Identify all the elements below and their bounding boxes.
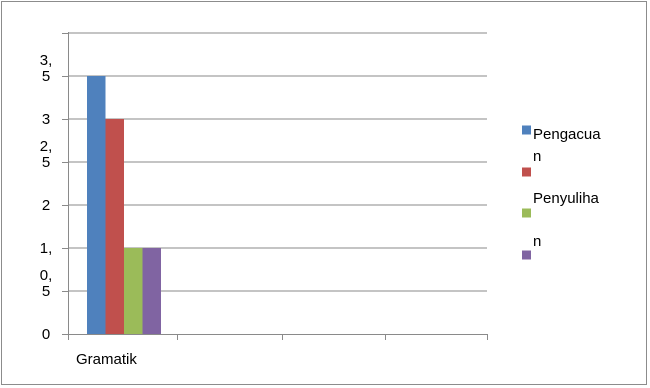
y-tick-labels: 00,51,22,533,5 [40, 52, 53, 343]
bar-series-3 [124, 248, 143, 334]
x-tick-label: Gramatik [76, 351, 137, 368]
y-tick-label: 3 [42, 111, 50, 128]
bar-series-1 [87, 76, 106, 334]
y-tick-label: 2 [42, 197, 50, 214]
legend-label: Pengacua [533, 126, 601, 143]
y-tick-label: 5 [42, 154, 50, 171]
legend-marker-2 [522, 167, 531, 177]
y-tick-label: 2, [40, 138, 53, 155]
legend-label: n [533, 148, 541, 165]
y-tick-label: 3, [40, 52, 53, 69]
legend-label: Penyuliha [533, 190, 600, 207]
axes [62, 32, 488, 340]
y-tick-label: 5 [42, 283, 50, 300]
x-tick-labels: Gramatik [76, 351, 137, 368]
legend-marker-4 [522, 250, 531, 260]
legend-marker-1 [522, 125, 531, 135]
bar-series-2 [105, 119, 124, 334]
bar-series-4 [142, 248, 161, 334]
legend-label: n [533, 233, 541, 250]
y-tick-label: 5 [42, 68, 50, 85]
legend-marker-3 [522, 208, 531, 218]
y-tick-label: 0 [42, 326, 50, 343]
y-tick-label: 0, [40, 267, 53, 284]
bars [87, 76, 161, 334]
y-tick-label: 1, [40, 240, 53, 257]
legend: Pengacua n Penyuliha n [522, 125, 601, 260]
